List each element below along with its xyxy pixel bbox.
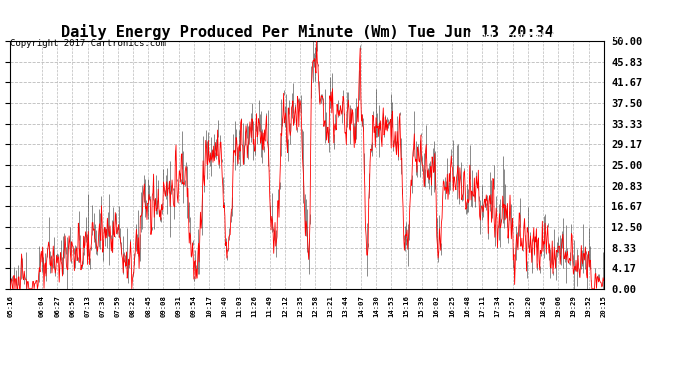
Title: Daily Energy Produced Per Minute (Wm) Tue Jun 13 20:34: Daily Energy Produced Per Minute (Wm) Tu… bbox=[61, 24, 553, 40]
Text: Copyright 2017 Cartronics.com: Copyright 2017 Cartronics.com bbox=[10, 39, 166, 48]
Text: Power Produced (watts/minute): Power Produced (watts/minute) bbox=[469, 32, 624, 41]
